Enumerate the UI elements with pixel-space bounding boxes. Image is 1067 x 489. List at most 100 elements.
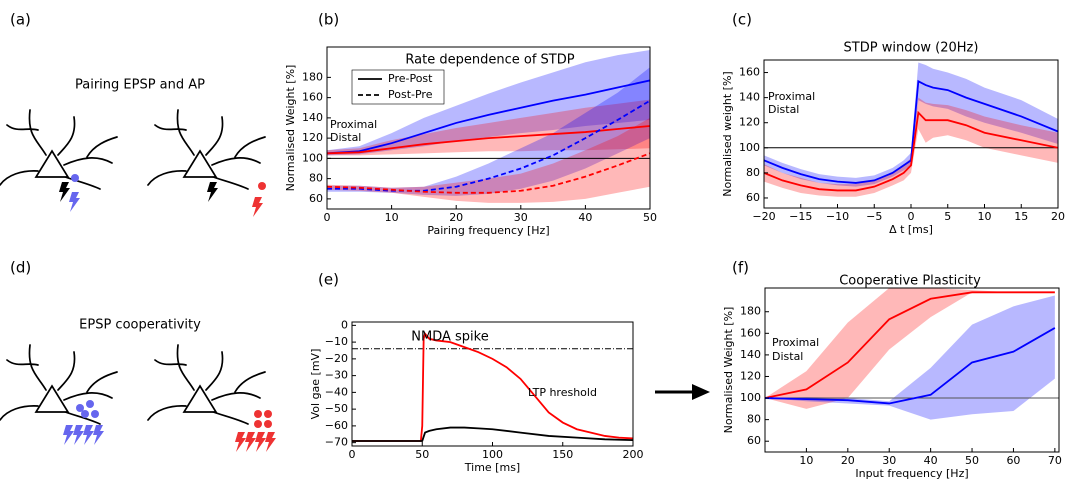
- x-tick-label: 0: [349, 448, 356, 461]
- diagram-title: Pairing EPSP and AP: [75, 78, 205, 93]
- x-tick-label: −20: [752, 210, 775, 223]
- plot-area: [327, 50, 650, 203]
- y-tick-label: 80: [746, 166, 760, 179]
- error-band: [765, 288, 1055, 409]
- panel-label: (b): [318, 11, 339, 29]
- y-tick-label: 100: [302, 151, 323, 164]
- x-tick-label: 40: [578, 211, 592, 224]
- y-tick-label: 0: [341, 318, 348, 331]
- y-axis-label: Normalised weight [%]: [721, 71, 734, 196]
- x-tick-label: −10: [826, 210, 849, 223]
- error-band: [327, 50, 650, 156]
- line: [764, 110, 1058, 192]
- annotation: Distal: [330, 131, 361, 144]
- annotation: Distal: [768, 103, 799, 116]
- y-tick-label: −10: [325, 335, 348, 348]
- diagram-title: EPSP cooperativity: [79, 318, 201, 333]
- line: [764, 79, 1058, 184]
- error-band: [765, 295, 1055, 420]
- x-axis-label: Time [ms]: [464, 461, 520, 474]
- arrow: [655, 384, 710, 400]
- legend-box: [351, 69, 445, 105]
- plot-area: [765, 288, 1059, 420]
- legend-label: Pre-Post: [388, 72, 433, 85]
- x-tick-label: 0: [908, 210, 915, 223]
- annotation: Proximal: [768, 90, 815, 103]
- axes-frame: [351, 321, 634, 447]
- y-tick-label: 160: [739, 66, 760, 79]
- y-tick-label: 100: [739, 141, 760, 154]
- line: [352, 331, 633, 442]
- y-tick-label: 120: [302, 131, 323, 144]
- y-tick-label: −20: [325, 352, 348, 365]
- chart: 0 10 20 30 40 50 60 80 100 120 140 160 180 Rate depen…: [284, 46, 657, 237]
- y-tick-label: 80: [747, 413, 761, 426]
- x-tick-label: 70: [1048, 454, 1062, 467]
- x-tick-label: 150: [552, 448, 573, 461]
- line: [327, 152, 650, 194]
- annotation: Proximal: [772, 336, 819, 349]
- panel-label: (f): [732, 259, 749, 277]
- legend-label: Post-Pre: [388, 88, 433, 101]
- x-tick-label: 30: [514, 211, 528, 224]
- chart-title: STDP window (20Hz): [844, 41, 979, 56]
- panel-label: (d): [10, 259, 31, 277]
- panel-label: (e): [318, 271, 339, 289]
- y-tick-label: 160: [740, 326, 761, 339]
- x-tick-label: 20: [1051, 210, 1065, 223]
- x-tick-label: 20: [841, 454, 855, 467]
- y-tick-label: 140: [302, 111, 323, 124]
- y-tick-label: 60: [746, 191, 760, 204]
- x-tick-label: 100: [482, 448, 503, 461]
- y-tick-label: −70: [325, 436, 348, 449]
- axes-frame: [326, 46, 651, 210]
- line: [765, 327, 1056, 405]
- x-tick-label: 50: [415, 448, 429, 461]
- chart-title: NMDA spike: [411, 330, 488, 345]
- y-tick-label: −60: [325, 419, 348, 432]
- chart-title: Cooperative Plasticity: [839, 274, 981, 289]
- y-tick-label: 160: [302, 91, 323, 104]
- y-tick-label: −40: [325, 385, 348, 398]
- neuron-diagram: [0, 109, 276, 452]
- x-tick-label: 0: [324, 211, 331, 224]
- y-tick-label: 180: [302, 70, 323, 83]
- y-tick-label: 180: [740, 305, 761, 318]
- x-tick-label: 10: [385, 211, 399, 224]
- x-tick-label: 60: [1006, 454, 1020, 467]
- x-tick-label: 10: [799, 454, 813, 467]
- panel-label: (a): [10, 11, 31, 29]
- line: [327, 79, 650, 155]
- y-tick-label: 60: [309, 192, 323, 205]
- plot-area: [764, 62, 1058, 197]
- axes-frame: [764, 287, 1060, 453]
- chart: −20 −15 −10 −5 0 5 10 15 20 60 80 100 120 140 160 STDP …: [721, 41, 1065, 237]
- y-tick-label: 60: [747, 434, 761, 447]
- x-tick-label: −15: [789, 210, 812, 223]
- y-axis-label: Normalised Weight [%]: [722, 307, 735, 434]
- x-tick-label: 200: [623, 448, 644, 461]
- error-band: [764, 62, 1058, 187]
- chart: 10 20 30 40 50 60 70 60 80 100 120 140 160 180 Coopera…: [722, 274, 1062, 481]
- x-tick-label: 40: [924, 454, 938, 467]
- x-tick-label: 30: [882, 454, 896, 467]
- x-tick-label: 10: [978, 210, 992, 223]
- y-tick-label: 100: [740, 391, 761, 404]
- y-axis-label: Normalised Weight [%]: [284, 65, 297, 192]
- chart: 0 50 100 150 200 0 −10 −20 −30 −40 −50 −60 −70 NMDA s…: [309, 318, 644, 474]
- error-band: [327, 99, 650, 156]
- x-tick-label: 15: [1014, 210, 1028, 223]
- line: [327, 99, 650, 192]
- y-axis-label: Vol gae [mV]: [309, 349, 322, 420]
- x-axis-label: Δ t [ms]: [889, 223, 933, 236]
- y-tick-label: 80: [309, 172, 323, 185]
- annotation: Proximal: [330, 118, 377, 131]
- x-tick-label: 50: [643, 211, 657, 224]
- x-tick-label: 5: [944, 210, 951, 223]
- y-tick-label: 140: [740, 348, 761, 361]
- error-band: [764, 97, 1058, 197]
- y-tick-label: 120: [740, 369, 761, 382]
- x-tick-label: −5: [866, 210, 882, 223]
- x-axis-label: Pairing frequency [Hz]: [427, 224, 549, 237]
